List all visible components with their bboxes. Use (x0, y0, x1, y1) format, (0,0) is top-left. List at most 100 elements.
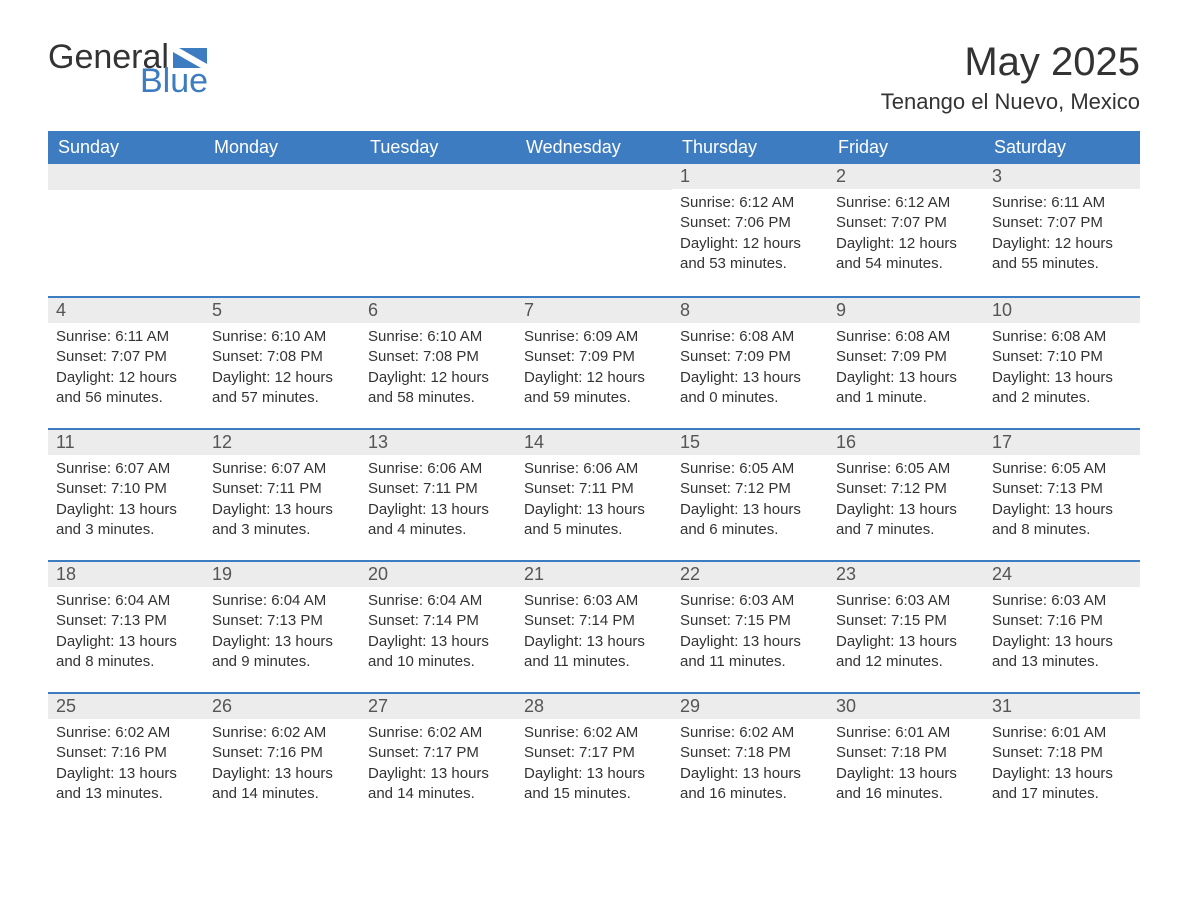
sunrise-line: Sunrise: 6:10 AM (368, 327, 508, 347)
day-body: Sunrise: 6:11 AMSunset: 7:07 PMDaylight:… (48, 323, 204, 416)
weekday-header: Friday (828, 131, 984, 164)
day-body: Sunrise: 6:07 AMSunset: 7:11 PMDaylight:… (204, 455, 360, 548)
logo-word-blue: Blue (140, 64, 208, 98)
day-number-bar: 23 (828, 560, 984, 587)
weekday-header-row: SundayMondayTuesdayWednesdayThursdayFrid… (48, 131, 1140, 164)
sunrise-line: Sunrise: 6:06 AM (368, 459, 508, 479)
weekday-header: Wednesday (516, 131, 672, 164)
day-number-bar: 11 (48, 428, 204, 455)
calendar-cell (360, 164, 516, 296)
day-body: Sunrise: 6:02 AMSunset: 7:16 PMDaylight:… (204, 719, 360, 812)
sunset-line: Sunset: 7:08 PM (212, 347, 352, 367)
calendar-cell: 21Sunrise: 6:03 AMSunset: 7:14 PMDayligh… (516, 560, 672, 692)
sunset-line: Sunset: 7:17 PM (524, 743, 664, 763)
day-number-bar: 22 (672, 560, 828, 587)
calendar-cell: 7Sunrise: 6:09 AMSunset: 7:09 PMDaylight… (516, 296, 672, 428)
sunrise-line: Sunrise: 6:08 AM (992, 327, 1132, 347)
day-body: Sunrise: 6:10 AMSunset: 7:08 PMDaylight:… (204, 323, 360, 416)
day-number-bar: 26 (204, 692, 360, 719)
sunrise-line: Sunrise: 6:05 AM (992, 459, 1132, 479)
day-body: Sunrise: 6:07 AMSunset: 7:10 PMDaylight:… (48, 455, 204, 548)
day-number-bar: 10 (984, 296, 1140, 323)
calendar-week-row: 4Sunrise: 6:11 AMSunset: 7:07 PMDaylight… (48, 296, 1140, 428)
sunset-line: Sunset: 7:14 PM (368, 611, 508, 631)
calendar-cell: 4Sunrise: 6:11 AMSunset: 7:07 PMDaylight… (48, 296, 204, 428)
sunrise-line: Sunrise: 6:12 AM (680, 193, 820, 213)
sunset-line: Sunset: 7:12 PM (680, 479, 820, 499)
sunrise-line: Sunrise: 6:02 AM (680, 723, 820, 743)
daylight-line: Daylight: 13 hours and 6 minutes. (680, 500, 820, 541)
logo: General Blue (48, 40, 208, 98)
day-body: Sunrise: 6:05 AMSunset: 7:13 PMDaylight:… (984, 455, 1140, 548)
sunset-line: Sunset: 7:11 PM (212, 479, 352, 499)
weekday-header: Sunday (48, 131, 204, 164)
day-number-bar-empty (516, 164, 672, 190)
day-body: Sunrise: 6:09 AMSunset: 7:09 PMDaylight:… (516, 323, 672, 416)
sunrise-line: Sunrise: 6:02 AM (524, 723, 664, 743)
calendar-cell: 19Sunrise: 6:04 AMSunset: 7:13 PMDayligh… (204, 560, 360, 692)
calendar-cell: 3Sunrise: 6:11 AMSunset: 7:07 PMDaylight… (984, 164, 1140, 296)
daylight-line: Daylight: 13 hours and 5 minutes. (524, 500, 664, 541)
calendar-cell: 10Sunrise: 6:08 AMSunset: 7:10 PMDayligh… (984, 296, 1140, 428)
day-body: Sunrise: 6:12 AMSunset: 7:06 PMDaylight:… (672, 189, 828, 282)
location-subtitle: Tenango el Nuevo, Mexico (881, 89, 1140, 115)
day-number-bar: 15 (672, 428, 828, 455)
daylight-line: Daylight: 13 hours and 12 minutes. (836, 632, 976, 673)
calendar-cell: 15 Sunrise: 6:05 AMSunset: 7:12 PMDayligh… (672, 428, 828, 560)
calendar-week-row: 25Sunrise: 6:02 AMSunset: 7:16 PMDayligh… (48, 692, 1140, 824)
day-number-bar-empty (48, 164, 204, 190)
calendar-cell (516, 164, 672, 296)
sunset-line: Sunset: 7:18 PM (992, 743, 1132, 763)
sunrise-line: Sunrise: 6:11 AM (992, 193, 1132, 213)
day-body: Sunrise: 6:02 AMSunset: 7:18 PMDaylight:… (672, 719, 828, 812)
daylight-line: Daylight: 13 hours and 16 minutes. (680, 764, 820, 805)
sunset-line: Sunset: 7:16 PM (992, 611, 1132, 631)
daylight-line: Daylight: 13 hours and 1 minute. (836, 368, 976, 409)
day-body: Sunrise: 6:03 AMSunset: 7:16 PMDaylight:… (984, 587, 1140, 680)
daylight-line: Daylight: 12 hours and 56 minutes. (56, 368, 196, 409)
daylight-line: Daylight: 12 hours and 58 minutes. (368, 368, 508, 409)
sunrise-line: Sunrise: 6:03 AM (836, 591, 976, 611)
calendar-cell: 5Sunrise: 6:10 AMSunset: 7:08 PMDaylight… (204, 296, 360, 428)
sunset-line: Sunset: 7:16 PM (56, 743, 196, 763)
calendar-cell: 1Sunrise: 6:12 AMSunset: 7:06 PMDaylight… (672, 164, 828, 296)
daylight-line: Daylight: 13 hours and 16 minutes. (836, 764, 976, 805)
sunset-line: Sunset: 7:08 PM (368, 347, 508, 367)
sunrise-line: Sunrise: 6:04 AM (368, 591, 508, 611)
daylight-line: Daylight: 13 hours and 8 minutes. (56, 632, 196, 673)
weekday-header: Thursday (672, 131, 828, 164)
day-body: Sunrise: 6:03 AMSunset: 7:15 PMDaylight:… (672, 587, 828, 680)
daylight-line: Daylight: 13 hours and 11 minutes. (680, 632, 820, 673)
calendar-cell: 17Sunrise: 6:05 AMSunset: 7:13 PMDayligh… (984, 428, 1140, 560)
title-block: May 2025 Tenango el Nuevo, Mexico (881, 40, 1140, 125)
day-number-bar: 21 (516, 560, 672, 587)
daylight-line: Daylight: 13 hours and 15 minutes. (524, 764, 664, 805)
sunset-line: Sunset: 7:11 PM (524, 479, 664, 499)
sunrise-line: Sunrise: 6:02 AM (56, 723, 196, 743)
sunrise-line: Sunrise: 6:02 AM (212, 723, 352, 743)
calendar-week-row: 1Sunrise: 6:12 AMSunset: 7:06 PMDaylight… (48, 164, 1140, 296)
daylight-line: Daylight: 13 hours and 7 minutes. (836, 500, 976, 541)
sunrise-line: Sunrise: 6:05 AM (836, 459, 976, 479)
sunset-line: Sunset: 7:06 PM (680, 213, 820, 233)
sunset-line: Sunset: 7:13 PM (992, 479, 1132, 499)
sunrise-line: Sunrise: 6:02 AM (368, 723, 508, 743)
day-number-bar: 14 (516, 428, 672, 455)
sunrise-line: Sunrise: 6:06 AM (524, 459, 664, 479)
day-number-bar: 12 (204, 428, 360, 455)
daylight-line: Daylight: 13 hours and 13 minutes. (992, 632, 1132, 673)
day-number-bar: 4 (48, 296, 204, 323)
day-body: Sunrise: 6:01 AMSunset: 7:18 PMDaylight:… (984, 719, 1140, 812)
sunset-line: Sunset: 7:09 PM (680, 347, 820, 367)
sunrise-line: Sunrise: 6:12 AM (836, 193, 976, 213)
calendar-cell: 8Sunrise: 6:08 AMSunset: 7:09 PMDaylight… (672, 296, 828, 428)
day-number-bar: 6 (360, 296, 516, 323)
sunrise-line: Sunrise: 6:05 AM (680, 459, 820, 479)
daylight-line: Daylight: 12 hours and 53 minutes. (680, 234, 820, 275)
day-number-bar: 2 (828, 164, 984, 189)
day-number-bar: 30 (828, 692, 984, 719)
sunset-line: Sunset: 7:10 PM (56, 479, 196, 499)
calendar-cell (48, 164, 204, 296)
sunrise-line: Sunrise: 6:03 AM (992, 591, 1132, 611)
day-body: Sunrise: 6:11 AMSunset: 7:07 PMDaylight:… (984, 189, 1140, 282)
